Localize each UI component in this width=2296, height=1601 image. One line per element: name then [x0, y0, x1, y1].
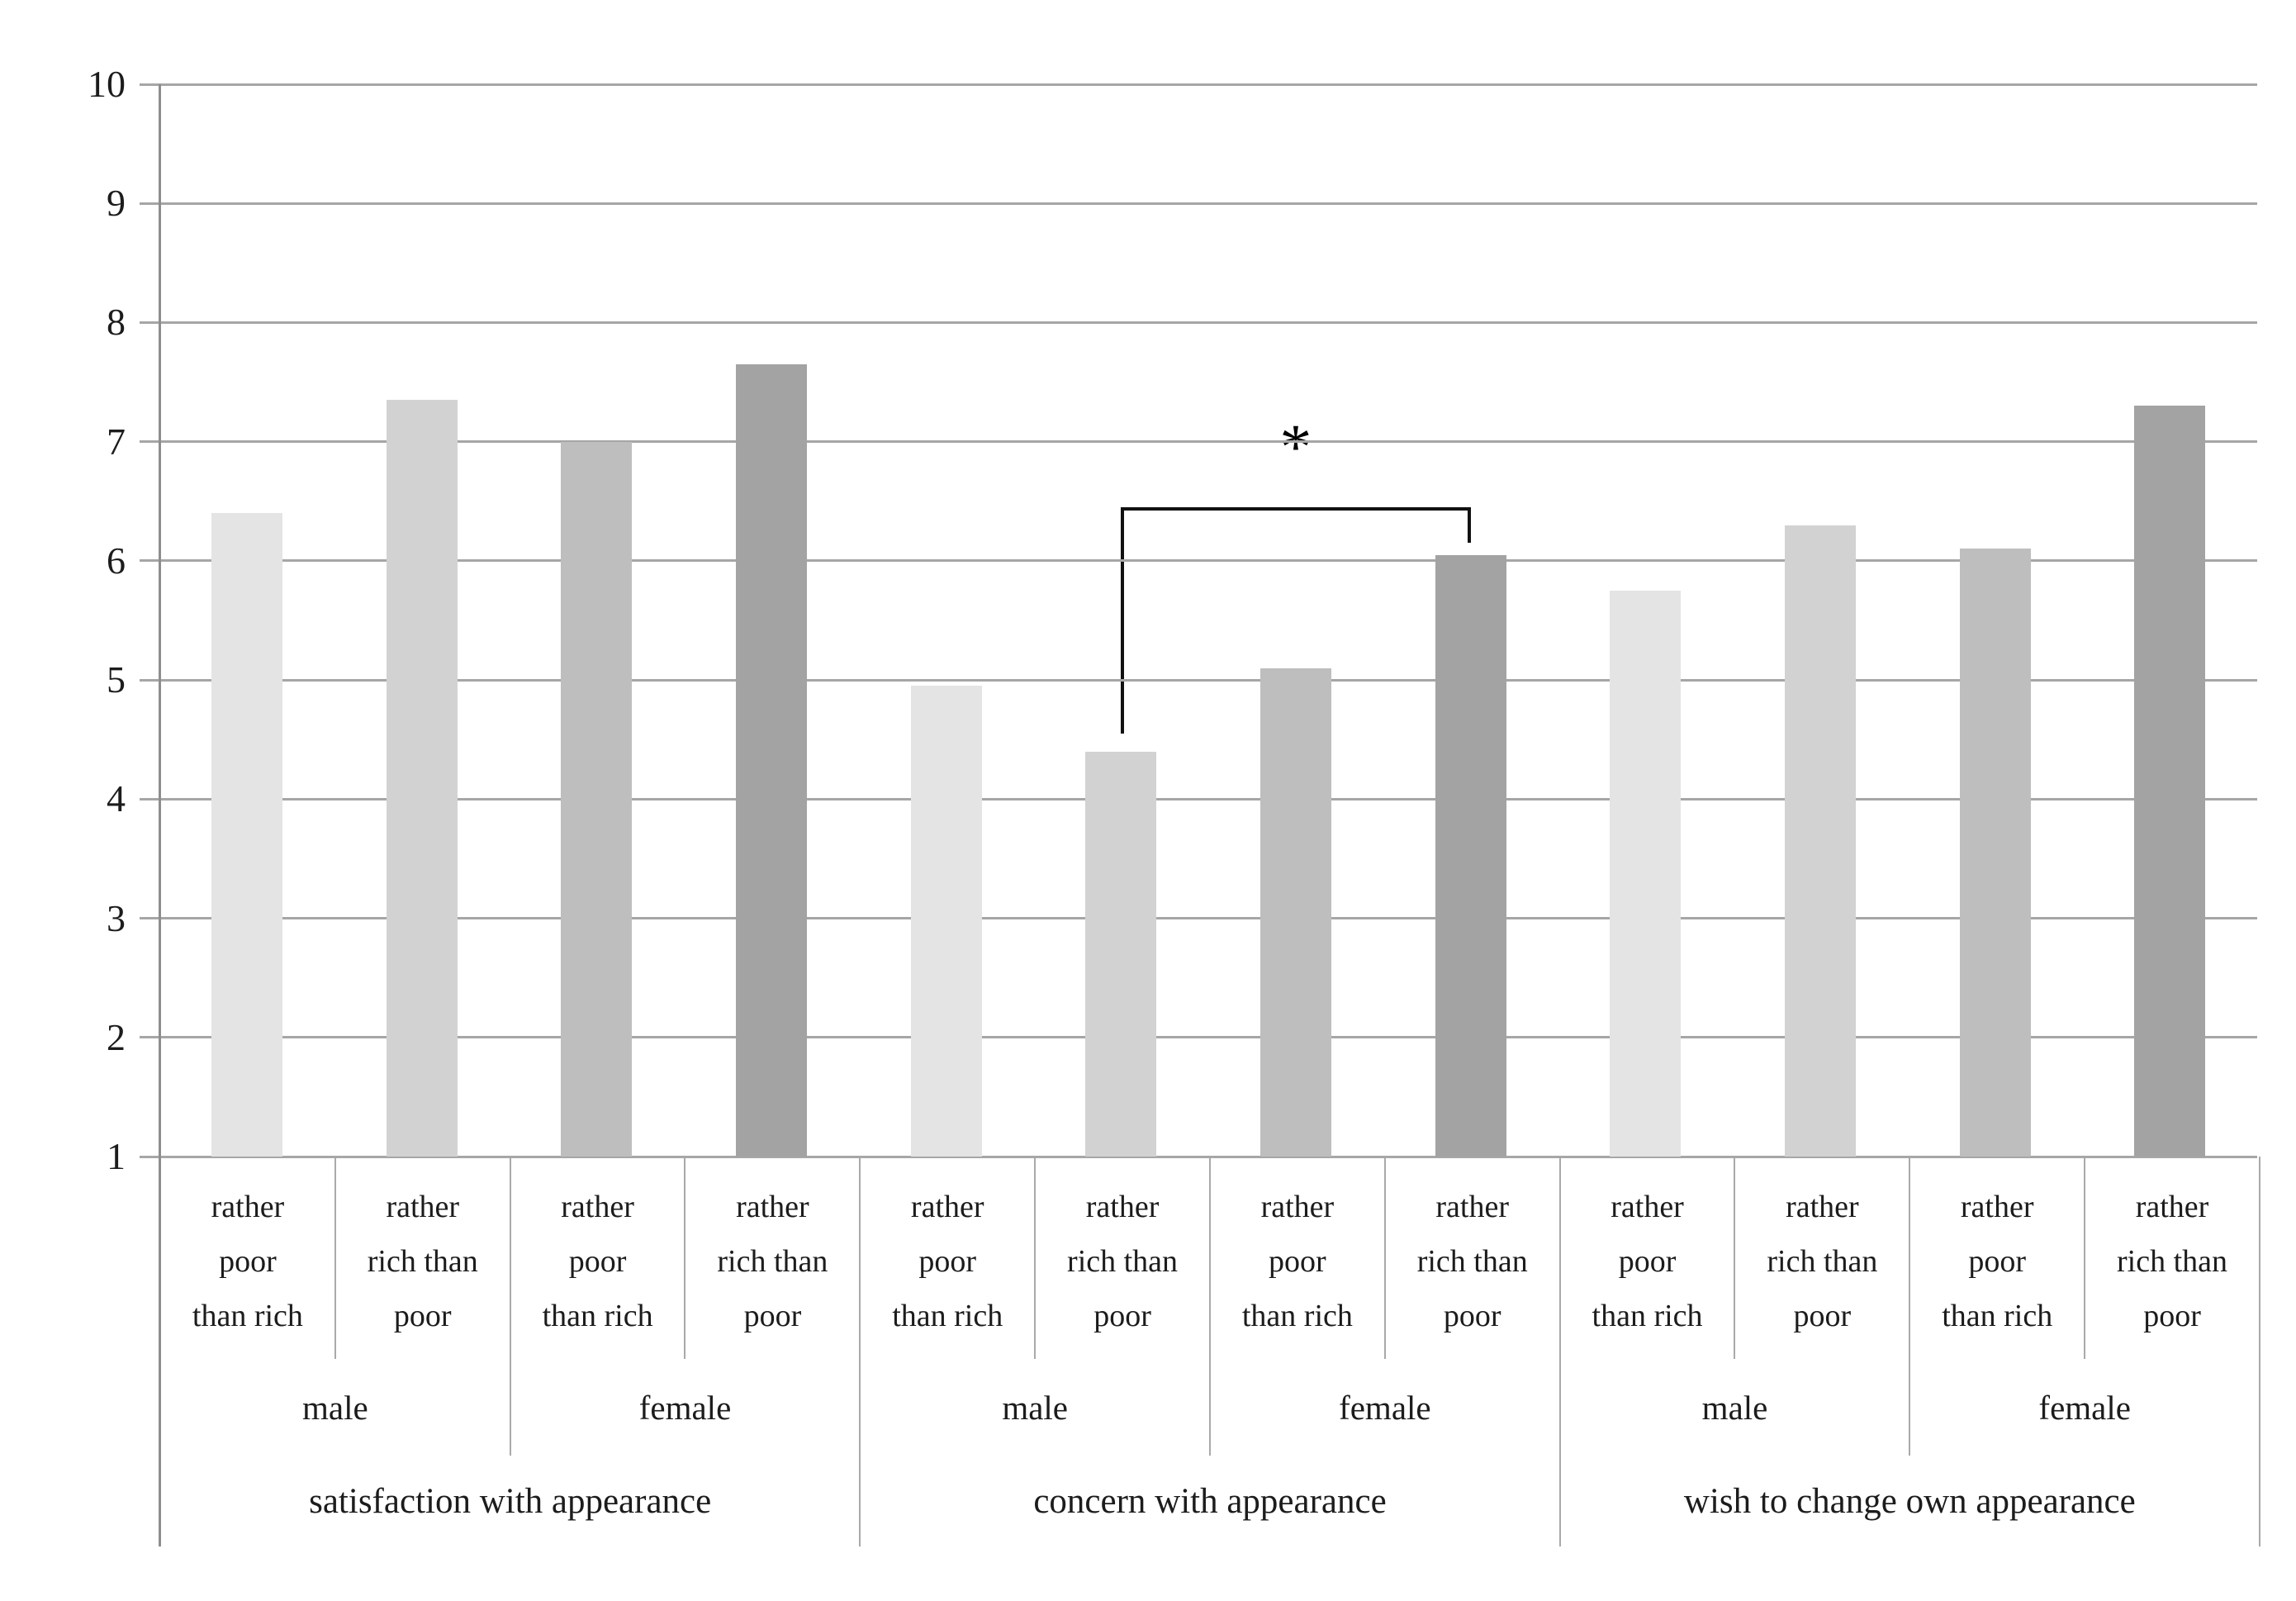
group-label-2: concern with appearance — [859, 1456, 1558, 1546]
gender-label-5: male — [1558, 1359, 1909, 1456]
axis-row-group-labels: satisfaction with appearance concern with… — [161, 1456, 2259, 1546]
wealth-label-2: rather rich than poor — [334, 1157, 510, 1359]
bracket-right-leg — [1467, 506, 1471, 544]
axis-row-wealth-labels: rather poor than rich rather rich than po… — [161, 1157, 2259, 1359]
bar-9 — [1610, 590, 1682, 1157]
gridline-4 — [159, 797, 2257, 800]
gender-label-2: female — [509, 1359, 860, 1456]
wealth-label-10: rather rich than poor — [1734, 1157, 1909, 1359]
axis-row-gender-labels: male female male female male female — [161, 1359, 2259, 1456]
wealth-label-1: rather poor than rich — [192, 1190, 303, 1333]
gridline-3 — [159, 917, 2257, 920]
bar-2 — [386, 400, 458, 1157]
gridline-6 — [159, 559, 2257, 563]
wealth-label-8: rather rich than poor — [1383, 1157, 1559, 1359]
y-axis-label-2: 2 — [107, 1015, 126, 1058]
y-axis-tick-1 — [140, 1155, 159, 1158]
category-axis-table: rather poor than rich rather rich than po… — [159, 1157, 2260, 1546]
wealth-label-7: rather poor than rich — [1208, 1157, 1384, 1359]
gender-label-1: male — [301, 1388, 368, 1427]
y-axis-label-5: 5 — [107, 658, 126, 701]
gender-label-6: female — [1909, 1359, 2259, 1456]
wealth-label-3: rather poor than rich — [509, 1157, 685, 1359]
significance-asterisk: * — [1279, 410, 1312, 482]
bar-10 — [1784, 525, 1856, 1157]
gender-label-4: female — [1209, 1359, 1559, 1456]
bar-3 — [561, 441, 633, 1157]
bracket-left-leg — [1121, 506, 1125, 734]
gridline-7 — [159, 440, 2257, 444]
gridline-10 — [159, 83, 2257, 86]
bar-1 — [211, 513, 282, 1157]
wealth-label-6: rather rich than poor — [1034, 1157, 1209, 1359]
y-axis-line — [158, 84, 161, 1546]
y-axis-label-10: 10 — [88, 63, 126, 105]
y-axis-label-8: 8 — [107, 301, 126, 344]
y-axis-label-6: 6 — [107, 539, 126, 582]
wealth-label-9: rather poor than rich — [1558, 1157, 1734, 1359]
gridline-9 — [159, 202, 2257, 205]
y-axis-label-7: 7 — [107, 420, 126, 463]
y-axis-tick-6 — [140, 559, 159, 563]
gender-label-3: male — [859, 1359, 1209, 1456]
y-axis-tick-5 — [140, 678, 159, 682]
y-axis-tick-8 — [140, 321, 159, 324]
gridline-1 — [159, 1155, 2257, 1158]
y-axis-label-3: 3 — [107, 896, 126, 939]
gridline-5 — [159, 678, 2257, 682]
wealth-label-5: rather poor than rich — [859, 1157, 1034, 1359]
bracket-horizontal-line — [1121, 506, 1471, 511]
y-axis-label-4: 4 — [107, 777, 126, 820]
wealth-label-4: rather rich than poor — [684, 1157, 859, 1359]
y-axis-tick-2 — [140, 1036, 159, 1039]
y-axis-tick-3 — [140, 917, 159, 920]
bar-4 — [735, 363, 807, 1157]
bar-7 — [1259, 667, 1331, 1157]
bar-11 — [1959, 549, 2031, 1157]
y-axis-tick-9 — [140, 202, 159, 205]
y-axis-label-9: 9 — [107, 182, 126, 225]
group-label-3: wish to change own appearance — [1558, 1456, 2259, 1546]
group-label-1: satisfaction with appearance — [309, 1481, 712, 1521]
bar-5 — [910, 686, 982, 1157]
bar-6 — [1085, 751, 1157, 1157]
y-axis-label-1: 1 — [107, 1135, 126, 1177]
bar-12 — [2134, 406, 2206, 1157]
y-axis-tick-4 — [140, 797, 159, 800]
y-axis-tick-7 — [140, 440, 159, 444]
gridline-2 — [159, 1036, 2257, 1039]
gridline-8 — [159, 321, 2257, 324]
wealth-label-11: rather poor than rich — [1909, 1157, 2084, 1359]
bar-8 — [1435, 554, 1506, 1157]
wealth-label-12: rather rich than poor — [2084, 1157, 2259, 1359]
y-axis-tick-10 — [140, 83, 159, 86]
